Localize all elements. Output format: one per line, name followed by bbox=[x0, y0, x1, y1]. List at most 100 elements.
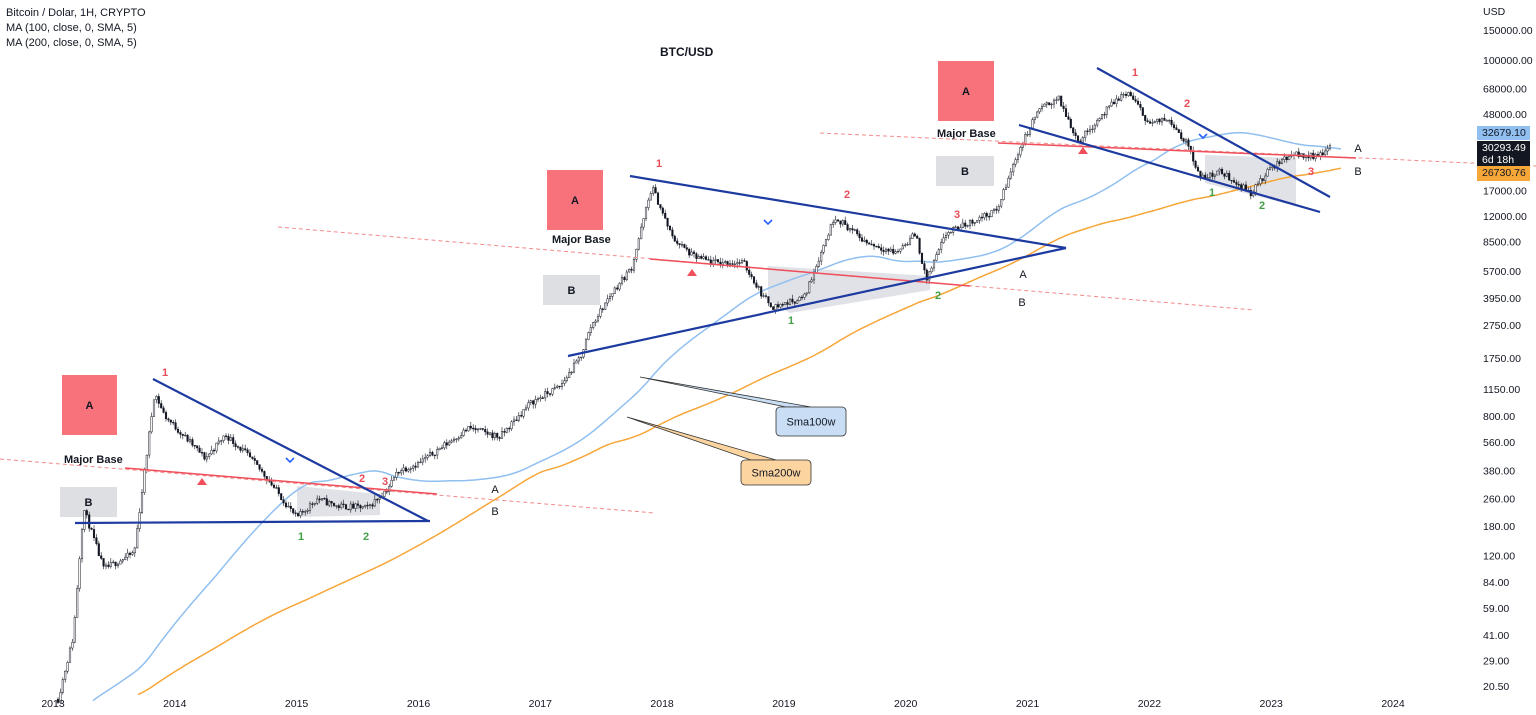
candle bbox=[690, 248, 693, 256]
candle bbox=[1021, 141, 1024, 152]
candle bbox=[587, 331, 590, 341]
candle bbox=[412, 464, 415, 472]
range-shade-1 bbox=[297, 486, 380, 517]
wave-label-2c: 2 bbox=[844, 189, 850, 201]
candle bbox=[493, 431, 496, 441]
candle bbox=[1100, 114, 1104, 121]
candle bbox=[1266, 167, 1269, 177]
candle bbox=[1168, 119, 1171, 124]
candle bbox=[985, 211, 988, 221]
candle bbox=[1004, 183, 1008, 190]
candle bbox=[275, 484, 278, 489]
candle bbox=[709, 255, 712, 267]
candle bbox=[1074, 129, 1077, 140]
candle bbox=[467, 425, 470, 432]
candle bbox=[203, 451, 206, 461]
candle bbox=[474, 425, 477, 434]
candle bbox=[424, 453, 427, 463]
candle bbox=[577, 355, 580, 365]
candle bbox=[436, 446, 439, 460]
candle bbox=[664, 209, 667, 219]
candle bbox=[1158, 118, 1161, 125]
candle bbox=[978, 215, 981, 224]
box-a-1-label: A bbox=[86, 400, 94, 412]
candle bbox=[752, 276, 756, 285]
candle bbox=[311, 501, 314, 509]
candle bbox=[1117, 96, 1120, 102]
candle bbox=[702, 253, 705, 260]
box-a-2[interactable] bbox=[547, 170, 603, 230]
sma200-callout-box[interactable] bbox=[740, 459, 812, 486]
candle bbox=[1321, 148, 1324, 158]
legend-symbol[interactable]: Bitcoin / Dolar, 1H, CRYPTO bbox=[6, 7, 146, 19]
candle bbox=[503, 428, 506, 437]
candle bbox=[844, 216, 847, 225]
candle bbox=[647, 197, 650, 211]
candle bbox=[1088, 125, 1092, 135]
candle bbox=[860, 234, 864, 243]
candle bbox=[781, 302, 784, 308]
sma100-line bbox=[92, 131, 1342, 702]
time-axis-tick: 2020 bbox=[894, 698, 918, 710]
candle bbox=[114, 561, 117, 570]
sma100-callout-box[interactable] bbox=[775, 406, 847, 437]
candle bbox=[1175, 124, 1178, 131]
candle bbox=[784, 302, 787, 306]
candle bbox=[256, 460, 259, 465]
candle bbox=[762, 292, 765, 298]
box-a-2-label: A bbox=[571, 195, 579, 207]
candle bbox=[200, 448, 204, 457]
candle bbox=[332, 502, 336, 508]
candle bbox=[85, 509, 88, 519]
candle bbox=[344, 503, 348, 510]
candle bbox=[78, 556, 81, 592]
candle bbox=[376, 498, 379, 504]
candle bbox=[224, 433, 228, 440]
candle bbox=[968, 219, 972, 230]
price-badge bbox=[1477, 141, 1530, 166]
candle bbox=[680, 241, 684, 248]
candle bbox=[853, 228, 856, 232]
point-a-1: A bbox=[491, 484, 499, 496]
candle bbox=[1110, 98, 1113, 107]
candle bbox=[1235, 179, 1238, 188]
candle bbox=[822, 244, 825, 255]
candle bbox=[606, 294, 609, 307]
candle bbox=[719, 257, 722, 268]
candle bbox=[1285, 156, 1288, 163]
candle bbox=[210, 445, 213, 456]
candle bbox=[808, 280, 811, 294]
candle bbox=[448, 439, 451, 447]
candle bbox=[1230, 179, 1233, 184]
box-b-2[interactable] bbox=[543, 275, 600, 305]
candle bbox=[961, 218, 964, 229]
candle bbox=[510, 420, 513, 431]
candle bbox=[287, 502, 290, 508]
price-axis-tick: 68000.00 bbox=[1483, 83, 1527, 95]
candle bbox=[652, 185, 655, 196]
candle bbox=[301, 509, 304, 516]
point-b-1: B bbox=[491, 506, 498, 518]
chevron-3 bbox=[1198, 133, 1208, 140]
candle bbox=[1280, 157, 1284, 165]
time-axis-tick: 2022 bbox=[1138, 698, 1162, 710]
wave-label-1a: 1 bbox=[162, 367, 168, 379]
candle bbox=[337, 503, 340, 511]
candle bbox=[308, 501, 312, 514]
candle bbox=[469, 422, 472, 431]
candle bbox=[966, 224, 969, 228]
candle bbox=[102, 558, 105, 570]
legend-sma100[interactable]: MA (100, close, 0, SMA, 5) bbox=[6, 22, 137, 34]
candle bbox=[990, 210, 993, 218]
candle bbox=[150, 412, 153, 434]
legend-sma200[interactable]: MA (200, close, 0, SMA, 5) bbox=[6, 37, 137, 49]
candle bbox=[428, 448, 432, 458]
box-b-1[interactable] bbox=[60, 487, 117, 517]
box-b-3[interactable] bbox=[936, 156, 994, 186]
candle bbox=[191, 437, 194, 448]
candle bbox=[1052, 98, 1056, 109]
candle bbox=[289, 502, 292, 513]
box-a-1[interactable] bbox=[62, 375, 117, 435]
box-a-3[interactable] bbox=[938, 61, 994, 121]
